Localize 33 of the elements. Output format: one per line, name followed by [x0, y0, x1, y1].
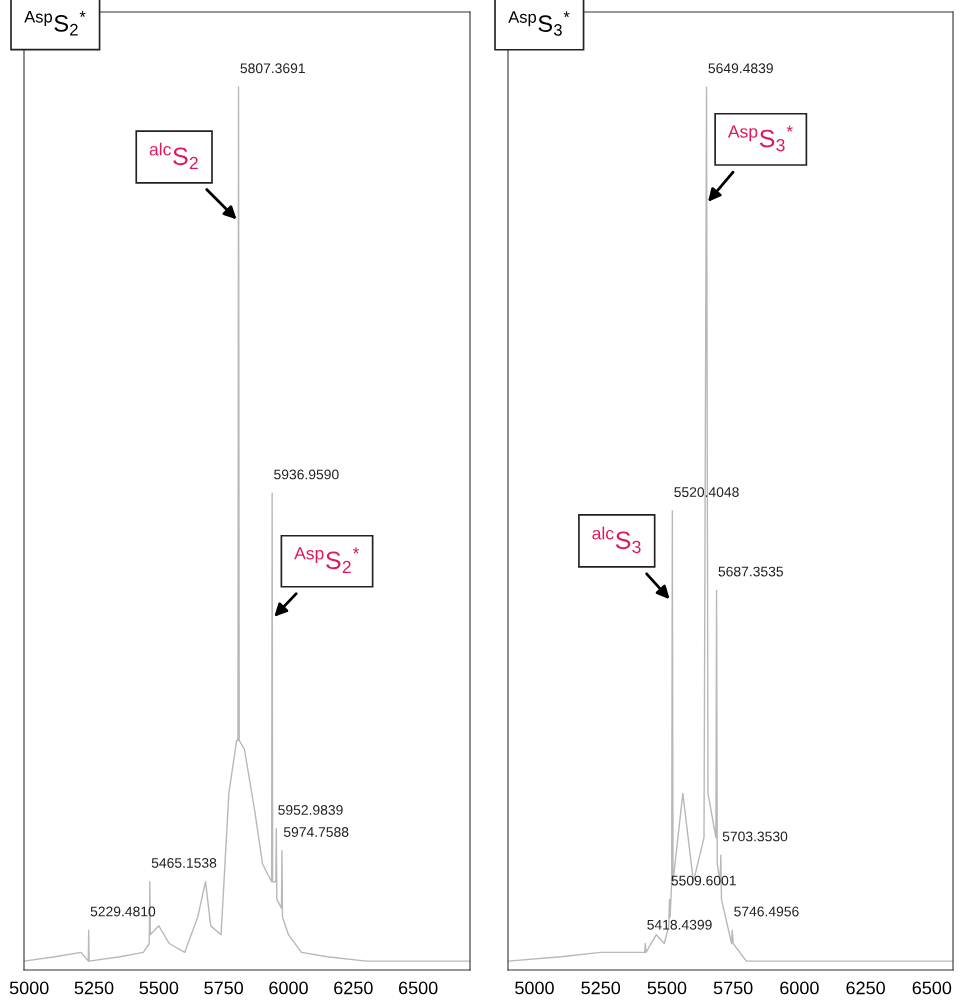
- chart-title: $^{Asp}$S$_{3}$$^{*}$: [508, 11, 570, 36]
- annotation: 5649.4839: [708, 63, 773, 74]
- annotation: $^{Asp}$S$_{3}$$^{*}$: [727, 125, 793, 152]
- x-tick-label: 5000: [9, 981, 49, 995]
- annotation: 5465.1538: [151, 858, 217, 868]
- x-tick-label: 6500: [398, 981, 438, 995]
- x-tick-label: 6250: [846, 981, 885, 995]
- x-tick-label: 6500: [912, 981, 952, 995]
- x-tick-label: 6000: [269, 981, 308, 995]
- x-tick-label: 5750: [204, 981, 244, 995]
- annotation: $^{Asp}$S$_{2}$$^{*}$: [294, 547, 360, 574]
- annotation: $^{alc}$S$_{3}$: [592, 526, 641, 554]
- x-tick-label: 5500: [647, 981, 687, 995]
- x-tick-label: 5000: [515, 981, 554, 995]
- x-tick-label: 6000: [780, 981, 819, 995]
- annotation: $^{alc}$S$_{2}$: [149, 142, 198, 170]
- annotation: 5509.6001: [671, 875, 736, 886]
- x-tick-label: 6250: [334, 981, 373, 995]
- x-tick-label: 5250: [74, 981, 114, 995]
- annotation: 5807.3691: [240, 63, 305, 74]
- annotation: 5936.9590: [274, 469, 339, 480]
- annotation: 5687.3535: [718, 566, 784, 577]
- annotation: 5746.4956: [734, 906, 799, 917]
- x-tick-label: 5750: [713, 981, 753, 995]
- annotation: 5418.4399: [647, 919, 712, 930]
- annotation: 5703.3530: [722, 831, 788, 842]
- annotation: 5520.4048: [674, 487, 739, 498]
- annotation: 5974.7588: [283, 827, 349, 837]
- annotation: 5952.9839: [278, 805, 343, 815]
- x-tick-label: 5500: [139, 981, 179, 995]
- x-tick-label: 5250: [581, 981, 621, 995]
- chart-title: $^{Asp}$S$_{2}$$^{*}$: [24, 11, 86, 36]
- annotation: 5229.4810: [90, 906, 156, 917]
